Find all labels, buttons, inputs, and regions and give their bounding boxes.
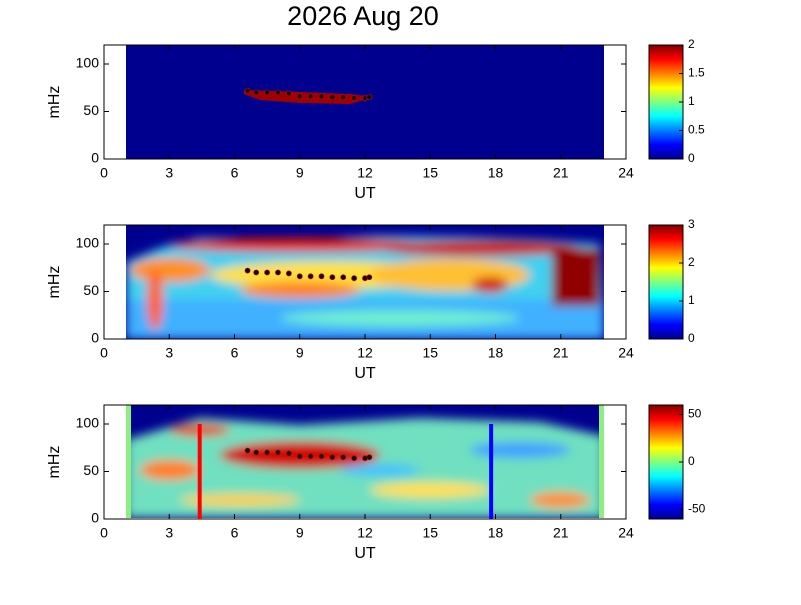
track-point <box>329 454 336 461</box>
y-tick-label: 0 <box>91 510 99 526</box>
track-point <box>244 87 251 94</box>
track-point <box>366 454 373 461</box>
x-tick-label: 6 <box>231 525 239 541</box>
x-tick-label: 18 <box>488 345 504 361</box>
x-tick-label: 9 <box>296 525 304 541</box>
y-tick-label: 100 <box>76 235 100 251</box>
x-tick-label: 24 <box>618 345 634 361</box>
track-point <box>318 93 325 100</box>
track-point <box>275 449 281 456</box>
x-tick-label: 0 <box>100 525 108 541</box>
track-point <box>340 94 347 101</box>
y-tick-label: 0 <box>91 150 99 166</box>
x-tick-label: 9 <box>296 345 304 361</box>
colorbar-tick-label: 1.5 <box>688 66 705 80</box>
track-point <box>329 94 336 101</box>
x-axis-label: UT <box>354 545 376 562</box>
x-tick-label: 15 <box>422 525 438 541</box>
y-tick-label: 50 <box>83 462 99 478</box>
x-tick-label: 12 <box>357 525 373 541</box>
y-axis-label: mHz <box>46 446 63 479</box>
heatmap-image <box>126 45 604 159</box>
track-point <box>264 449 271 456</box>
track-point <box>296 273 303 280</box>
heatmap-image <box>126 225 604 339</box>
x-tick-label: 3 <box>165 165 173 181</box>
colorbar <box>648 224 684 340</box>
y-tick-label: 100 <box>76 415 100 431</box>
track-point <box>275 89 281 96</box>
x-axis-label: UT <box>354 185 376 202</box>
track-point <box>351 275 358 282</box>
x-tick-label: 6 <box>231 165 239 181</box>
colorbar-tick-label: 2 <box>688 37 695 51</box>
y-tick-label: 50 <box>83 102 99 118</box>
colorbar-tick-label: 0.5 <box>688 123 705 137</box>
track-point <box>264 269 271 276</box>
track-point <box>264 89 271 96</box>
track-point <box>366 274 373 281</box>
track-point <box>307 273 314 280</box>
colorbar-tick-label: 3 <box>688 217 695 231</box>
x-tick-label: 24 <box>618 165 634 181</box>
track-point <box>318 273 325 280</box>
track-point <box>329 274 336 281</box>
x-tick-label: 18 <box>488 525 504 541</box>
y-axis-label: mHz <box>46 86 63 119</box>
track-point <box>340 454 347 461</box>
track-point <box>285 270 292 277</box>
track-point <box>244 447 251 454</box>
x-tick-label: 0 <box>100 345 108 361</box>
track-point <box>318 453 325 460</box>
x-tick-label: 21 <box>553 165 569 181</box>
x-tick-label: 24 <box>618 525 634 541</box>
y-tick-label: 100 <box>76 55 100 71</box>
y-tick-label: 50 <box>83 282 99 298</box>
colorbar <box>648 44 684 160</box>
track-point <box>244 267 251 274</box>
x-tick-label: 9 <box>296 165 304 181</box>
track-point <box>285 450 292 457</box>
x-tick-label: 21 <box>553 345 569 361</box>
colorbar-tick-label: 0 <box>688 454 695 468</box>
track-point <box>351 455 358 462</box>
colorbar-tick-label: -50 <box>688 502 706 516</box>
track-point <box>307 453 314 460</box>
track-point <box>296 93 303 100</box>
heatmap-image <box>126 405 604 518</box>
x-tick-label: 6 <box>231 345 239 361</box>
x-tick-label: 15 <box>422 165 438 181</box>
y-tick-label: 0 <box>91 330 99 346</box>
x-tick-label: 3 <box>165 525 173 541</box>
track-point <box>253 269 260 276</box>
colorbar-tick-label: 1 <box>688 293 695 307</box>
x-tick-label: 21 <box>553 525 569 541</box>
colorbar-tick-label: 1 <box>688 94 695 108</box>
track-point <box>340 274 347 281</box>
track-point <box>275 269 281 276</box>
track-point <box>366 94 373 101</box>
track-point <box>307 93 314 100</box>
title: 2026 Aug 20 <box>287 1 439 31</box>
colorbar <box>648 404 684 520</box>
track-point <box>253 89 260 96</box>
x-tick-label: 0 <box>100 165 108 181</box>
x-tick-label: 12 <box>357 345 373 361</box>
x-axis-label: UT <box>354 365 376 382</box>
x-tick-label: 12 <box>357 165 373 181</box>
x-tick-label: 3 <box>165 345 173 361</box>
y-axis-label: mHz <box>46 266 63 299</box>
track-point <box>285 90 292 97</box>
x-tick-label: 18 <box>488 165 504 181</box>
track-point <box>253 449 260 456</box>
colorbar-tick-label: 0 <box>688 151 695 165</box>
colorbar-tick-label: 0 <box>688 331 695 345</box>
colorbar-tick-label: 2 <box>688 255 695 269</box>
colorbar-tick-label: 50 <box>688 407 702 421</box>
track-point <box>351 95 358 102</box>
track-point <box>296 453 303 460</box>
x-tick-label: 15 <box>422 345 438 361</box>
